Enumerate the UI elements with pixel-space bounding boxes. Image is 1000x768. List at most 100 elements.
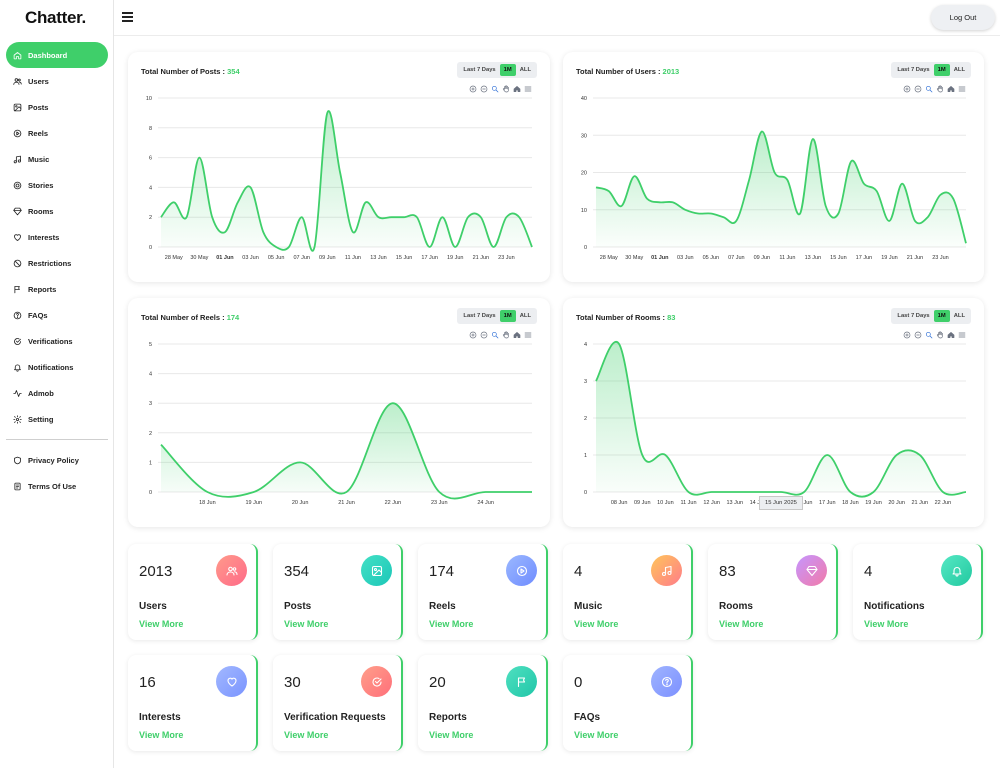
sidebar-item-interests[interactable]: Interests [6,224,108,250]
sidebar-item-reels[interactable]: Reels [6,120,108,146]
view-more-link[interactable]: View More [284,730,329,740]
range-all-button[interactable]: ALL [950,64,969,76]
zoom-out-icon[interactable] [480,85,488,93]
pan-icon[interactable] [502,331,510,339]
range-1m-button[interactable]: 1M [499,310,516,322]
chart-total: 83 [667,313,676,322]
sidebar-item-admob[interactable]: Admob [6,380,108,406]
magnifier-icon[interactable] [925,85,933,93]
sidebar-item-restrictions[interactable]: Restrictions [6,250,108,276]
menu-lines-icon[interactable] [958,331,966,339]
y-tick-label: 0 [584,245,587,251]
x-tick-label: 17 Jun [421,255,438,261]
pan-icon[interactable] [502,85,510,93]
sidebar-item-users[interactable]: Users [6,68,108,94]
app-logo[interactable]: Chatter. [25,8,86,27]
range-all-button[interactable]: ALL [516,310,535,322]
verified-icon [361,666,392,697]
stat-label: FAQs [574,712,601,723]
y-tick-label: 2 [584,416,587,422]
range-all-button[interactable]: ALL [516,64,535,76]
bell-icon [13,363,28,372]
flag-icon [506,666,537,697]
hamburger-menu-icon[interactable] [122,12,133,22]
stat-value: 174 [429,563,455,580]
x-tick-label: 18 Jun [842,500,859,506]
stat-value: 20 [429,674,446,691]
reset-home-icon[interactable] [947,85,955,93]
view-more-link[interactable]: View More [429,619,474,629]
reset-home-icon[interactable] [513,331,521,339]
y-tick-label: 10 [146,96,152,102]
magnifier-icon[interactable] [491,85,499,93]
range-1m-button[interactable]: 1M [933,64,950,76]
magnifier-icon[interactable] [925,331,933,339]
view-more-link[interactable]: View More [284,619,329,629]
range-all-button[interactable]: ALL [950,310,969,322]
zoom-out-icon[interactable] [914,85,922,93]
stat-value: 354 [284,563,310,580]
sidebar-item-posts[interactable]: Posts [6,94,108,120]
series-line [595,340,967,498]
sidebar-item-notifications[interactable]: Notifications [6,354,108,380]
series-area [596,341,966,497]
range-last-7-days-button[interactable]: Last 7 Days [893,310,933,322]
play-icon [506,555,537,586]
view-more-link[interactable]: View More [719,619,764,629]
x-tick-label: 08 Jun [611,500,628,506]
view-more-link[interactable]: View More [139,619,184,629]
notifications-stat-card: 4 Notifications View More [853,544,983,640]
music-stat-card: 4 Music View More [563,544,693,640]
view-more-link[interactable]: View More [139,730,184,740]
sidebar-item-setting[interactable]: Setting [6,406,108,432]
sidebar-item-rooms[interactable]: Rooms [6,198,108,224]
magnifier-icon[interactable] [491,331,499,339]
view-more-link[interactable]: View More [574,730,619,740]
range-last-7-days-button[interactable]: Last 7 Days [893,64,933,76]
view-more-link[interactable]: View More [864,619,909,629]
stat-label: Interests [139,712,181,723]
x-tick-label: 23 Jun [431,500,448,506]
zoom-in-icon[interactable] [469,331,477,339]
sidebar-item-terms-of-use[interactable]: Terms Of Use [6,473,108,499]
flag-icon [13,285,28,294]
stat-label: Rooms [719,601,753,612]
pan-icon[interactable] [936,331,944,339]
x-tick-label: 19 Jun [881,255,898,261]
menu-lines-icon[interactable] [524,331,532,339]
sidebar-item-label: Interests [28,232,60,242]
range-selector: Last 7 Days 1M ALL [891,62,971,78]
stat-label: Users [139,601,167,612]
sidebar-item-music[interactable]: Music [6,146,108,172]
range-1m-button[interactable]: 1M [499,64,516,76]
view-more-link[interactable]: View More [429,730,474,740]
sidebar-item-reports[interactable]: Reports [6,276,108,302]
x-tick-label: 13 Jun [726,500,743,506]
menu-lines-icon[interactable] [524,85,532,93]
zoom-in-icon[interactable] [903,85,911,93]
stat-label: Reports [429,712,467,723]
menu-lines-icon[interactable] [958,85,966,93]
view-more-link[interactable]: View More [574,619,619,629]
sidebar-item-faqs[interactable]: FAQs [6,302,108,328]
range-last-7-days-button[interactable]: Last 7 Days [459,310,499,322]
pan-icon[interactable] [936,85,944,93]
sidebar-item-dashboard[interactable]: Dashboard [6,42,108,68]
range-last-7-days-button[interactable]: Last 7 Days [459,64,499,76]
x-tick-label: 03 Jun [242,255,259,261]
x-tick-label: 16 Jun [796,500,813,506]
zoom-in-icon[interactable] [469,85,477,93]
sidebar-item-verifications[interactable]: Verifications [6,328,108,354]
logout-button[interactable]: Log Out [931,5,995,30]
y-tick-label: 4 [149,185,152,191]
zoom-in-icon[interactable] [903,331,911,339]
zoom-out-icon[interactable] [480,331,488,339]
range-1m-button[interactable]: 1M [933,310,950,322]
sidebar-item-privacy-policy[interactable]: Privacy Policy [6,447,108,473]
x-tick-label: 19 Jun [865,500,882,506]
zoom-out-icon[interactable] [914,331,922,339]
reset-home-icon[interactable] [947,331,955,339]
reset-home-icon[interactable] [513,85,521,93]
series-line [160,402,532,500]
sidebar-item-stories[interactable]: Stories [6,172,108,198]
